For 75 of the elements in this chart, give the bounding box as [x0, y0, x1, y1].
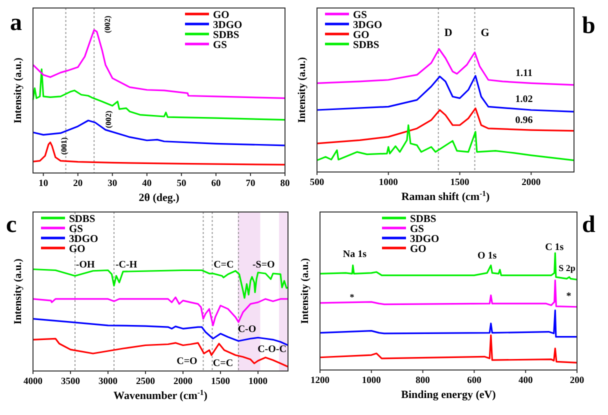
x-tick-label: 1500	[211, 377, 230, 387]
x-tick-label: 80	[280, 179, 290, 189]
annotation: (002)	[103, 15, 112, 33]
annotation: -OH	[76, 259, 96, 270]
annotation: *	[566, 291, 572, 302]
chart-title: d	[582, 212, 596, 238]
annotation: -S=O	[252, 259, 276, 270]
annotation: C 1s	[545, 242, 564, 254]
x-tick-label: 2000	[174, 377, 193, 387]
annotation: C=C	[214, 259, 234, 270]
ref-line-label: G	[480, 27, 490, 39]
x-tick-label: 40	[142, 179, 152, 189]
annotation: (001)	[59, 137, 68, 155]
legend-label: GS	[410, 224, 424, 235]
x-tick-label: 1000	[248, 377, 268, 387]
annotation: (002)	[104, 110, 113, 128]
annotation: Na 1s	[342, 249, 367, 260]
annotation: *	[350, 292, 355, 302]
x-tick-label: 3500	[61, 377, 80, 387]
ref-line-label: D	[444, 27, 452, 39]
x-axis-title: Raman shift (cm$^{-1}$)	[401, 188, 490, 203]
annotation: C=C	[212, 358, 234, 369]
legend-label: 3DGO	[213, 20, 242, 31]
legend-label: 3DGO	[353, 20, 382, 31]
legend-label: GS	[69, 224, 84, 235]
legend-label: GS	[213, 40, 228, 51]
legend-label: GO	[353, 30, 370, 41]
legend-label: SDBS	[410, 214, 436, 225]
chart-title: c	[6, 212, 17, 238]
annotation: -C-H	[115, 259, 138, 270]
chart-title: a	[10, 10, 22, 36]
y-axis-title: Intensity (a.u.)	[300, 258, 311, 324]
x-tick-label: 10	[38, 179, 48, 189]
x-tick-label: 500	[310, 178, 324, 188]
annotation: 0.96	[515, 115, 533, 126]
y-axis-title: Intensity (a.u.)	[13, 258, 24, 324]
x-tick-label: 60	[211, 179, 221, 189]
chart-title: b	[582, 13, 596, 39]
x-tick-label: 3000	[98, 377, 118, 387]
x-tick-label: 1000	[362, 376, 382, 386]
annotation: O 1s	[477, 250, 497, 262]
x-tick-label: 1200	[310, 376, 330, 386]
x-tick-label: 70	[246, 179, 256, 189]
annotation: C-O-C	[258, 344, 286, 356]
x-tick-label: 600	[467, 376, 482, 386]
annotation: C=O	[176, 356, 198, 367]
x-tick-label: 20	[73, 179, 83, 189]
legend-label: GO	[410, 244, 426, 255]
legend-label: GS	[353, 10, 368, 21]
x-tick-label: 400	[518, 376, 533, 386]
x-tick-label: 1000	[378, 178, 398, 188]
y-axis-title: Intensity (a.u.)	[13, 57, 24, 124]
annotation: 1.11	[516, 68, 532, 79]
annotation: C-O	[238, 324, 256, 335]
x-tick-label: 200	[570, 376, 584, 386]
legend-label: 3DGO	[69, 234, 98, 245]
annotation: S 2p	[558, 263, 576, 273]
legend-label: GO	[213, 10, 230, 21]
legend-label: GO	[69, 244, 86, 255]
x-axis-title: 2θ (deg.)	[138, 192, 180, 204]
y-axis-title: Intensity (a.u.)	[297, 56, 308, 123]
x-tick-label: 2000	[522, 178, 541, 188]
legend-label: SDBS	[353, 40, 380, 51]
x-tick-label: 30	[108, 179, 118, 189]
annotation: 1.02	[515, 94, 533, 105]
x-axis-title: Binding energy (eV)	[401, 389, 496, 401]
x-tick-label: 1500	[450, 178, 470, 188]
legend-label: SDBS	[213, 30, 240, 41]
x-tick-label: 4000	[24, 377, 43, 387]
legend-label: 3DGO	[410, 234, 440, 245]
x-axis-title: Wavenumber (cm$^{-1}$)	[114, 388, 208, 402]
legend-label: SDBS	[69, 214, 96, 225]
x-tick-label: 800	[416, 376, 430, 386]
x-tick-label: 50	[176, 179, 186, 189]
x-tick-label: 2500	[136, 377, 156, 387]
